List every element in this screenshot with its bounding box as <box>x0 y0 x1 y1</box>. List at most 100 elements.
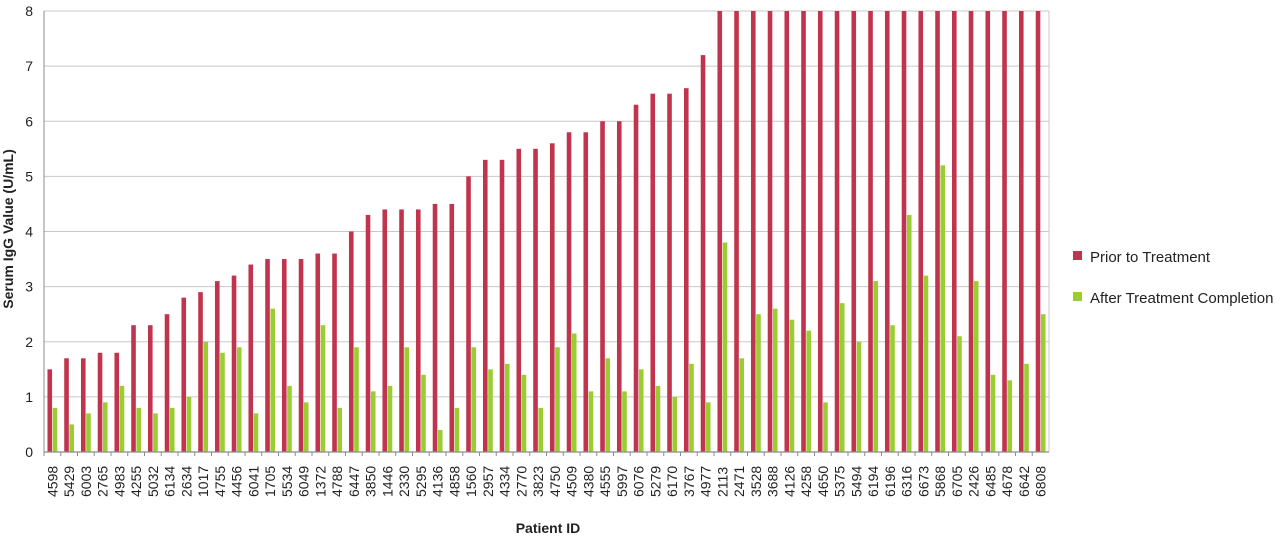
x-tick-label: 6003 <box>78 466 94 497</box>
x-tick-label: 6170 <box>664 466 680 497</box>
bar-prior-5494 <box>851 11 857 452</box>
y-tick-label: 3 <box>25 279 33 295</box>
legend: Prior to Treatment After Treatment Compl… <box>1073 249 1273 307</box>
x-tick-label: 1705 <box>262 466 278 497</box>
bar-after-4977 <box>705 402 711 452</box>
x-tick-label: 4136 <box>430 466 446 497</box>
y-tick-label: 2 <box>25 334 33 350</box>
x-tick-label: 5032 <box>145 466 161 497</box>
bar-prior-2634 <box>181 297 187 452</box>
bar-prior-6194 <box>868 11 873 452</box>
bar-prior-4126 <box>784 11 790 452</box>
x-tick-label: 4334 <box>497 466 513 497</box>
bar-after-5997 <box>622 391 627 452</box>
x-tick-label: 6808 <box>1033 466 1049 497</box>
bar-after-4126 <box>789 319 795 452</box>
bar-prior-6316 <box>901 11 907 452</box>
bar-prior-6076 <box>633 104 639 453</box>
bar-prior-4750 <box>549 143 555 453</box>
bar-prior-3850 <box>365 214 371 452</box>
y-tick-label: 7 <box>25 58 33 74</box>
bar-prior-3528 <box>750 11 756 452</box>
bar-prior-4334 <box>499 159 505 452</box>
x-tick-label: 2426 <box>966 466 982 497</box>
bar-after-5295 <box>421 374 426 452</box>
bar-after-1372 <box>320 325 326 452</box>
bar-after-4983 <box>119 385 125 452</box>
x-axis-label: Patient ID <box>516 520 581 536</box>
bar-after-4555 <box>605 358 611 452</box>
bar-after-6705 <box>957 336 962 452</box>
legend-label-after: After Treatment Completion <box>1090 290 1273 307</box>
bar-prior-1705 <box>265 259 270 452</box>
bar-prior-4678 <box>1002 11 1007 452</box>
bar-after-4456 <box>236 347 242 452</box>
bar-after-5375 <box>839 303 845 452</box>
y-tick-label: 0 <box>25 444 33 460</box>
x-tick-label: 2765 <box>95 466 111 497</box>
legend-label-prior: Prior to Treatment <box>1090 249 1211 266</box>
bar-after-2957 <box>488 369 493 452</box>
bar-after-4136 <box>437 429 443 452</box>
bar-after-3767 <box>689 363 694 452</box>
bar-prior-6673 <box>918 11 924 452</box>
x-tick-label: 5534 <box>279 466 295 497</box>
bar-after-5279 <box>655 385 661 452</box>
bar-prior-3823 <box>533 148 538 452</box>
bar-prior-6705 <box>951 11 957 452</box>
x-tick-label: 4983 <box>111 466 127 497</box>
bar-prior-4456 <box>231 275 237 452</box>
x-tick-label: 5997 <box>614 466 630 497</box>
bar-prior-4650 <box>817 11 823 452</box>
bar-prior-2770 <box>516 148 522 452</box>
bar-prior-4858 <box>449 203 455 452</box>
x-tick-label: 2471 <box>731 466 747 497</box>
bar-prior-5534 <box>281 259 287 452</box>
x-tick-label: 6316 <box>899 466 915 497</box>
bar-after-5429 <box>69 424 75 452</box>
legend-item-prior: Prior to Treatment <box>1073 249 1211 266</box>
bar-prior-4509 <box>566 132 572 452</box>
x-tick-label: 5279 <box>647 466 663 497</box>
bar-after-4334 <box>504 363 510 452</box>
x-tick-label: 4509 <box>564 466 580 497</box>
y-tick-label: 8 <box>25 3 33 19</box>
x-tick-label: 2113 <box>714 467 730 497</box>
x-tick-label: 4755 <box>212 466 228 497</box>
x-tick-label: 4650 <box>815 466 831 497</box>
bar-after-6447 <box>354 347 359 452</box>
x-tick-label: 3850 <box>363 466 379 497</box>
bar-prior-3688 <box>767 11 773 452</box>
bar-prior-4788 <box>332 253 337 452</box>
legend-swatch-after <box>1073 292 1082 301</box>
bar-after-6316 <box>906 214 912 452</box>
bar-after-4755 <box>220 352 225 452</box>
bar-prior-5997 <box>616 121 622 452</box>
bar-prior-6134 <box>164 314 170 452</box>
bar-prior-5279 <box>650 93 656 452</box>
bar-after-2770 <box>521 374 527 452</box>
x-tick-label: 4598 <box>44 466 60 497</box>
bar-prior-4380 <box>583 132 589 452</box>
bar-after-6808 <box>1040 314 1046 452</box>
bar-after-2330 <box>404 347 410 452</box>
bar-after-5494 <box>856 341 862 452</box>
bar-prior-6196 <box>884 11 890 452</box>
x-tick-label: 6485 <box>982 466 998 497</box>
bar-prior-6003 <box>80 358 86 452</box>
bar-after-2113 <box>722 242 728 452</box>
bar-after-4650 <box>823 402 828 452</box>
x-tick-label: 4678 <box>999 466 1015 497</box>
bar-after-5868 <box>940 165 946 452</box>
x-tick-label: 5429 <box>61 466 77 497</box>
bar-after-6196 <box>890 325 895 452</box>
x-tick-label: 5494 <box>848 466 864 497</box>
x-tick-label: 2957 <box>480 466 496 497</box>
bar-after-2634 <box>186 396 192 452</box>
x-tick-label: 2770 <box>513 466 529 497</box>
y-tick-label: 5 <box>25 168 33 184</box>
x-tick-label: 4255 <box>128 466 144 497</box>
x-tick-label: 4380 <box>580 466 596 497</box>
x-tick-label: 4555 <box>597 466 613 497</box>
